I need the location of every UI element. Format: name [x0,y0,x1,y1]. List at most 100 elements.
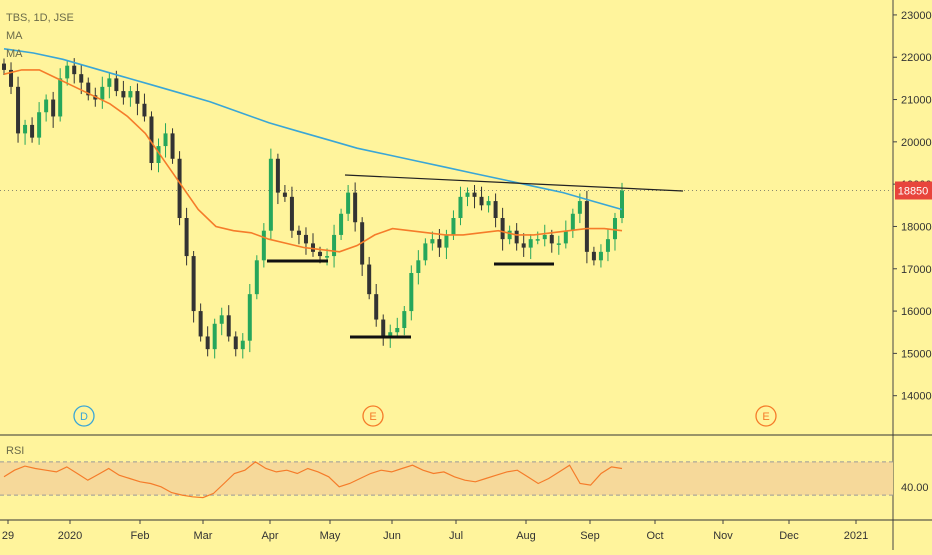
ma-fast-line [3,69,623,253]
time-axis-label: Sep [580,530,600,542]
legend-symbol[interactable]: TBS, 1D, JSE [6,12,74,24]
candle-body [318,251,323,257]
event-marker-e: E [362,405,384,427]
candle-body [620,190,624,218]
time-axis-label: May [320,530,341,542]
neckline-trendline [344,174,684,192]
candle-body [535,239,540,241]
time-axis-label: Nov [713,530,733,542]
candle-body [598,251,603,261]
candle-body [605,239,610,252]
candle-body [416,260,421,273]
candle-body [528,239,533,248]
time-axis: 29 2020 Feb Mar Apr May Jun Jul Aug Sep Oct Nov Dec 2… [2,520,868,542]
candle-body [465,192,470,197]
candle-body [121,91,126,98]
time-axis-label: Dec [779,530,799,542]
candle-body [79,74,84,83]
candle-body [542,234,547,240]
last-price-tag-bg [895,181,932,200]
candle-body [430,239,435,244]
candle-body [128,91,133,98]
candle-body [198,311,203,337]
time-axis-label: Oct [646,530,663,542]
candle-body [472,192,477,197]
candle-body [303,234,308,244]
candle-body [240,340,245,350]
chart-legend: TBS, 1D, JSE MA MA [6,9,74,63]
candle-body [444,234,449,248]
candle-body [486,201,491,206]
candle-body [16,86,21,134]
candle-body [479,196,484,206]
time-axis-label: Feb [131,530,150,542]
candle-body [577,201,582,214]
event-marker-label: D [80,411,88,423]
candle-body [107,78,112,87]
candle-body [142,103,147,117]
event-marker-circle [755,405,777,427]
legend-ma-slow[interactable]: MA [6,48,23,60]
candle-body [268,158,273,231]
candle-body [65,65,70,79]
candle-body [156,146,161,163]
candle-body [212,323,217,350]
time-axis-label: 2021 [844,530,868,542]
candle-body [51,99,56,117]
candle-body [500,218,505,240]
event-marker-circle [73,405,95,427]
price-axis-label: 17000 [901,264,932,276]
time-axis-label: Mar [194,530,213,542]
candle-body [135,91,140,104]
price-axis-label: 16000 [901,306,932,318]
candle-body [514,230,519,244]
rsi-label[interactable]: RSI [6,445,25,457]
legend-ma-fast[interactable]: MA [6,30,23,42]
candle-body [563,230,568,244]
candle-body [114,78,119,92]
candle-body [9,69,14,87]
candle-body [86,82,91,96]
price-axis-label: 15000 [901,348,932,360]
candle-body [346,192,351,214]
rsi-band [0,461,893,496]
candle-body [23,124,28,134]
candle-body [325,256,330,258]
price-axis-label: 14000 [901,391,932,403]
candle-body [233,336,238,350]
time-axis-label: Apr [261,530,278,542]
candle-body [549,234,554,244]
candle-body [591,251,596,261]
candle-body [507,230,512,240]
candle-body [275,158,280,193]
candle-body [367,264,372,295]
candle-body [261,230,266,261]
candle-body [170,133,175,159]
price-axis-label: 22000 [901,52,932,64]
candle-body [37,112,42,138]
time-axis-label: 2020 [58,530,82,542]
event-marker-circle [362,405,384,427]
price-axis: 2300022000210002000019000180001700016000… [893,10,932,403]
candle-body [311,243,315,252]
candle-body [339,213,344,235]
candle-body [100,86,105,100]
candle-body [282,192,287,197]
candle-body [30,124,35,138]
candle-body [493,201,498,218]
candle-body [556,243,561,245]
candle-body [374,294,379,320]
candle-body [451,218,456,235]
candle-body [177,158,182,218]
time-axis-label: Jun [383,530,401,542]
candle-body [332,234,337,257]
candle-body [58,78,63,117]
candle-body [2,63,6,70]
rsi-line [3,461,623,499]
event-marker-d: D [73,405,95,427]
event-marker-label: E [762,411,769,423]
candle-body [44,99,49,113]
time-axis-label: 29 [2,530,14,542]
